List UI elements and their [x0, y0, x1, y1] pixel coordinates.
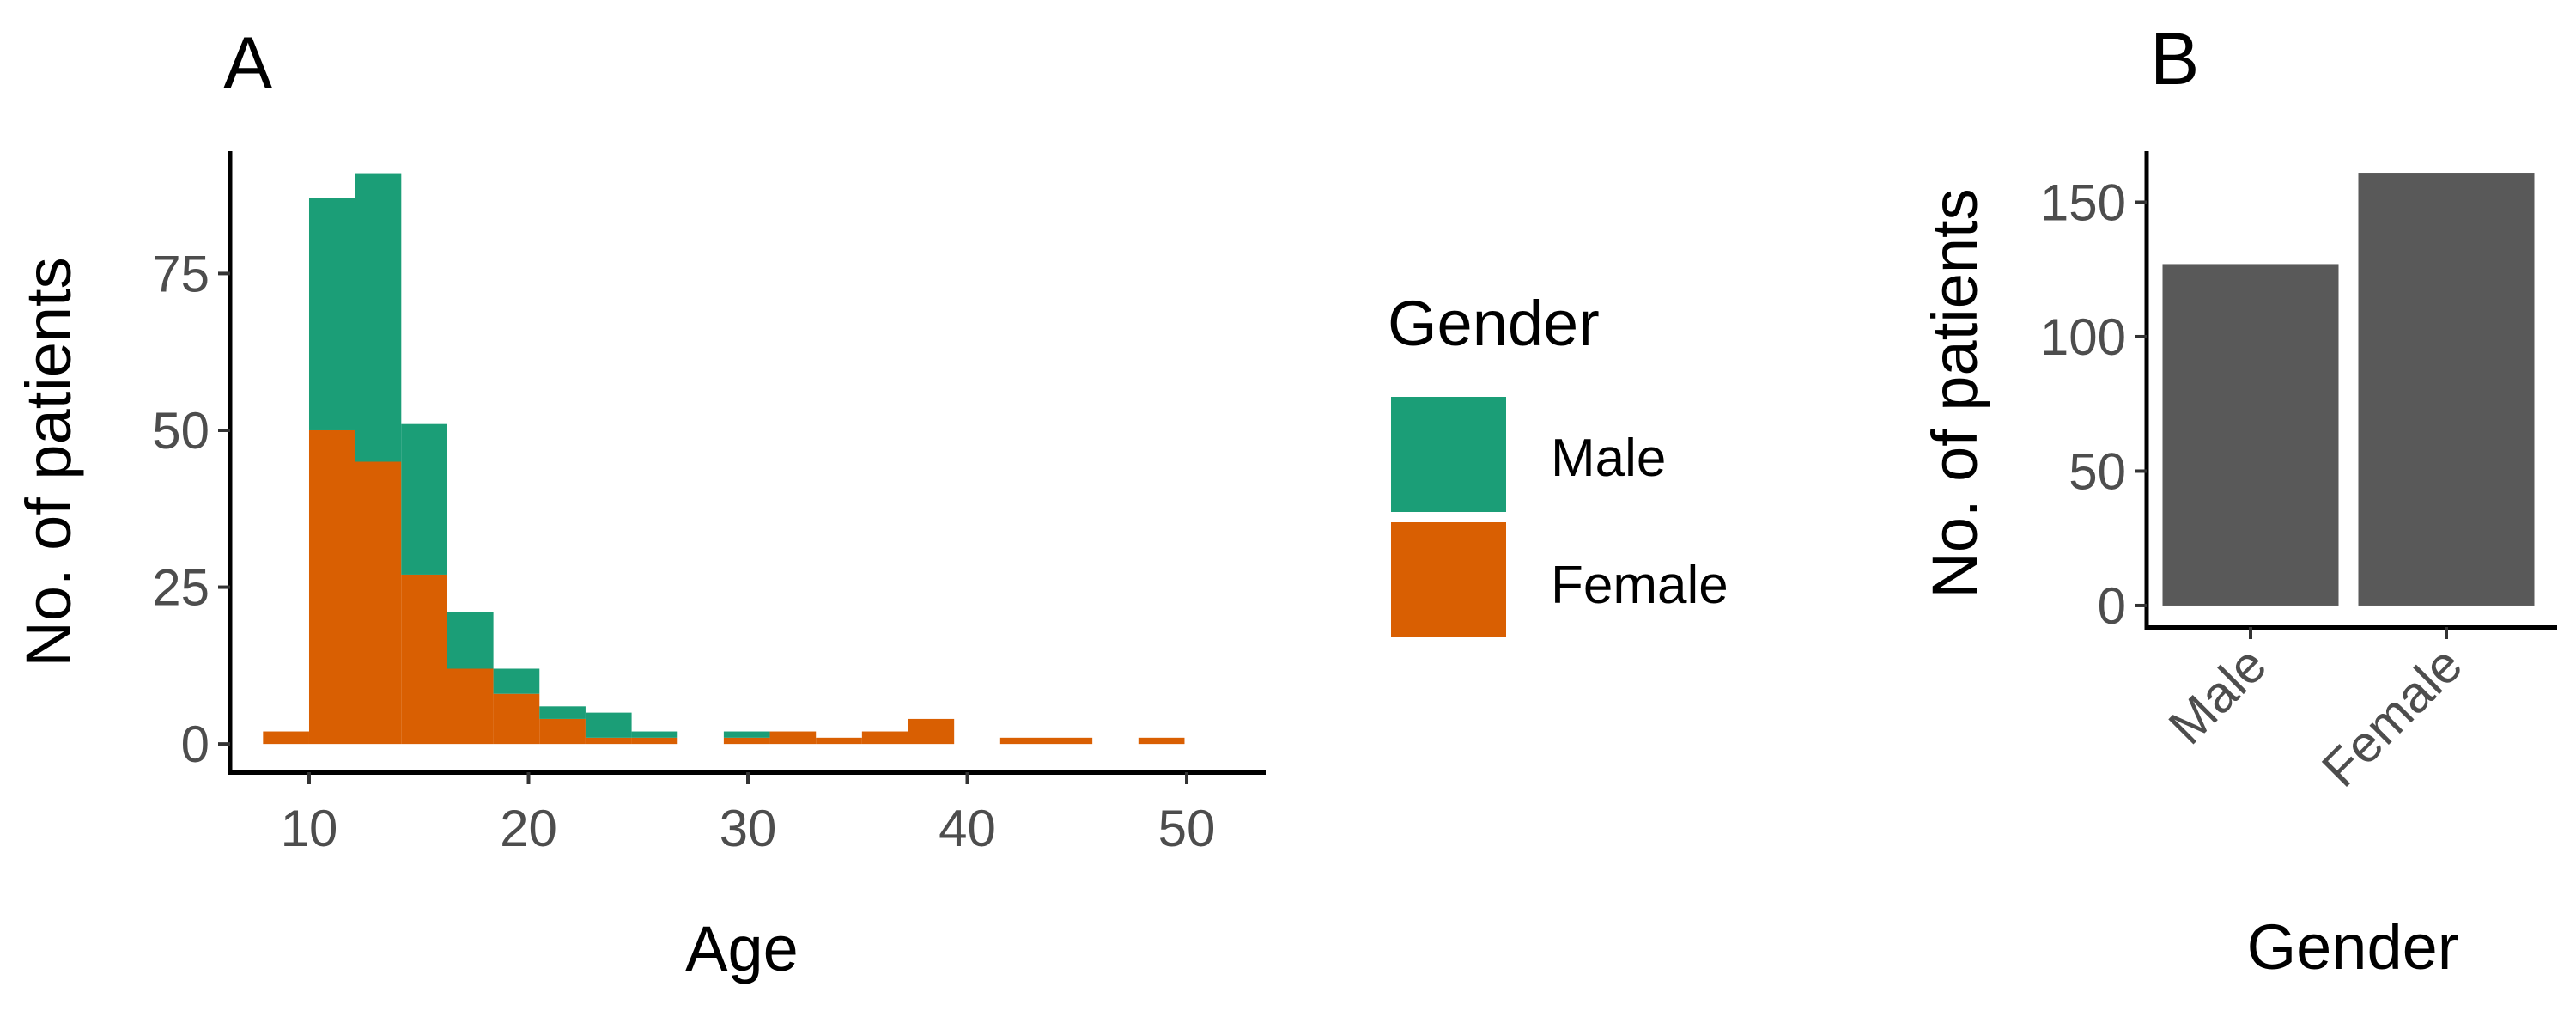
histogram-bar-male	[308, 198, 355, 430]
y-tick-label: 75	[152, 245, 210, 302]
panel-b-bars	[2162, 173, 2535, 606]
histogram-bar-female	[631, 737, 678, 745]
legend-key-male	[1391, 397, 1506, 512]
y-tick-label: 0	[2098, 577, 2126, 635]
panel-a-bars	[263, 173, 1185, 745]
histogram-bar-female	[447, 668, 494, 745]
histogram-bar-male	[493, 668, 540, 694]
panel-b-bar-chart: B 0 50 100 150 Male Female Gender No. of pat…	[1919, 18, 2557, 983]
x-tick-label: 30	[720, 800, 777, 857]
histogram-bar-female	[816, 737, 862, 745]
histogram-bar-female	[769, 731, 817, 745]
histogram-bar-female	[1138, 737, 1185, 745]
x-tick-label: 50	[1158, 800, 1216, 857]
panel-b-label: B	[2150, 18, 2199, 100]
legend-key-female	[1391, 522, 1506, 637]
histogram-bar-female	[539, 718, 586, 745]
y-tick-label: 50	[152, 402, 210, 460]
legend-label-female: Female	[1551, 556, 1728, 615]
legend-title: Gender	[1388, 288, 1600, 359]
y-tick-label: 150	[2040, 174, 2126, 231]
panel-b-x-ticks: Male Female	[2158, 627, 2473, 798]
histogram-bar-female	[308, 429, 355, 745]
histogram-bar-male	[585, 712, 632, 738]
x-tick-label: 40	[939, 800, 996, 857]
histogram-bar-female	[908, 718, 955, 745]
panel-b-x-axis-title: Gender	[2247, 911, 2459, 983]
y-tick-label: 0	[181, 716, 210, 773]
histogram-bar-male	[447, 612, 494, 669]
panel-a-histogram: A 0 25 50 75 10 20 30 40 50 Age No. of patients	[13, 22, 1266, 984]
panel-a-y-ticks: 0 25 50 75	[152, 245, 230, 773]
histogram-bar-female	[585, 737, 632, 745]
histogram-bar-female	[355, 461, 402, 745]
panel-a-x-axis-title: Age	[685, 913, 799, 984]
histogram-bar-male	[723, 731, 770, 738]
x-tick-label-male: Male	[2158, 636, 2277, 755]
legend: Gender Male Female	[1388, 288, 1728, 637]
panel-b-y-axis-title: No. of patients	[1919, 188, 1990, 598]
histogram-bar-male	[401, 423, 447, 575]
histogram-bar-male	[631, 731, 678, 738]
histogram-bar-female	[263, 731, 309, 745]
x-tick-label: 10	[281, 800, 338, 857]
y-tick-label: 100	[2040, 308, 2126, 366]
panel-a-y-axis-title: No. of patients	[13, 257, 84, 667]
histogram-bar-female	[999, 737, 1047, 745]
y-tick-label: 50	[2069, 442, 2126, 500]
histogram-bar-female	[493, 693, 540, 745]
y-tick-label: 25	[152, 559, 210, 617]
histogram-bar-male	[355, 173, 402, 462]
bar-male	[2162, 264, 2339, 606]
bar-female	[2358, 173, 2535, 606]
legend-label-male: Male	[1551, 429, 1666, 488]
histogram-bar-female	[723, 737, 770, 745]
histogram-bar-male	[539, 706, 586, 719]
x-tick-label-female: Female	[2311, 636, 2473, 798]
panel-a-x-ticks: 10 20 30 40 50	[281, 772, 1216, 857]
panel-b-y-ticks: 0 50 100 150	[2040, 174, 2147, 635]
x-tick-label: 20	[500, 800, 557, 857]
histogram-bar-female	[1046, 737, 1093, 745]
histogram-bar-female	[861, 731, 908, 745]
histogram-bar-female	[401, 574, 447, 745]
panel-a-label: A	[223, 22, 273, 105]
